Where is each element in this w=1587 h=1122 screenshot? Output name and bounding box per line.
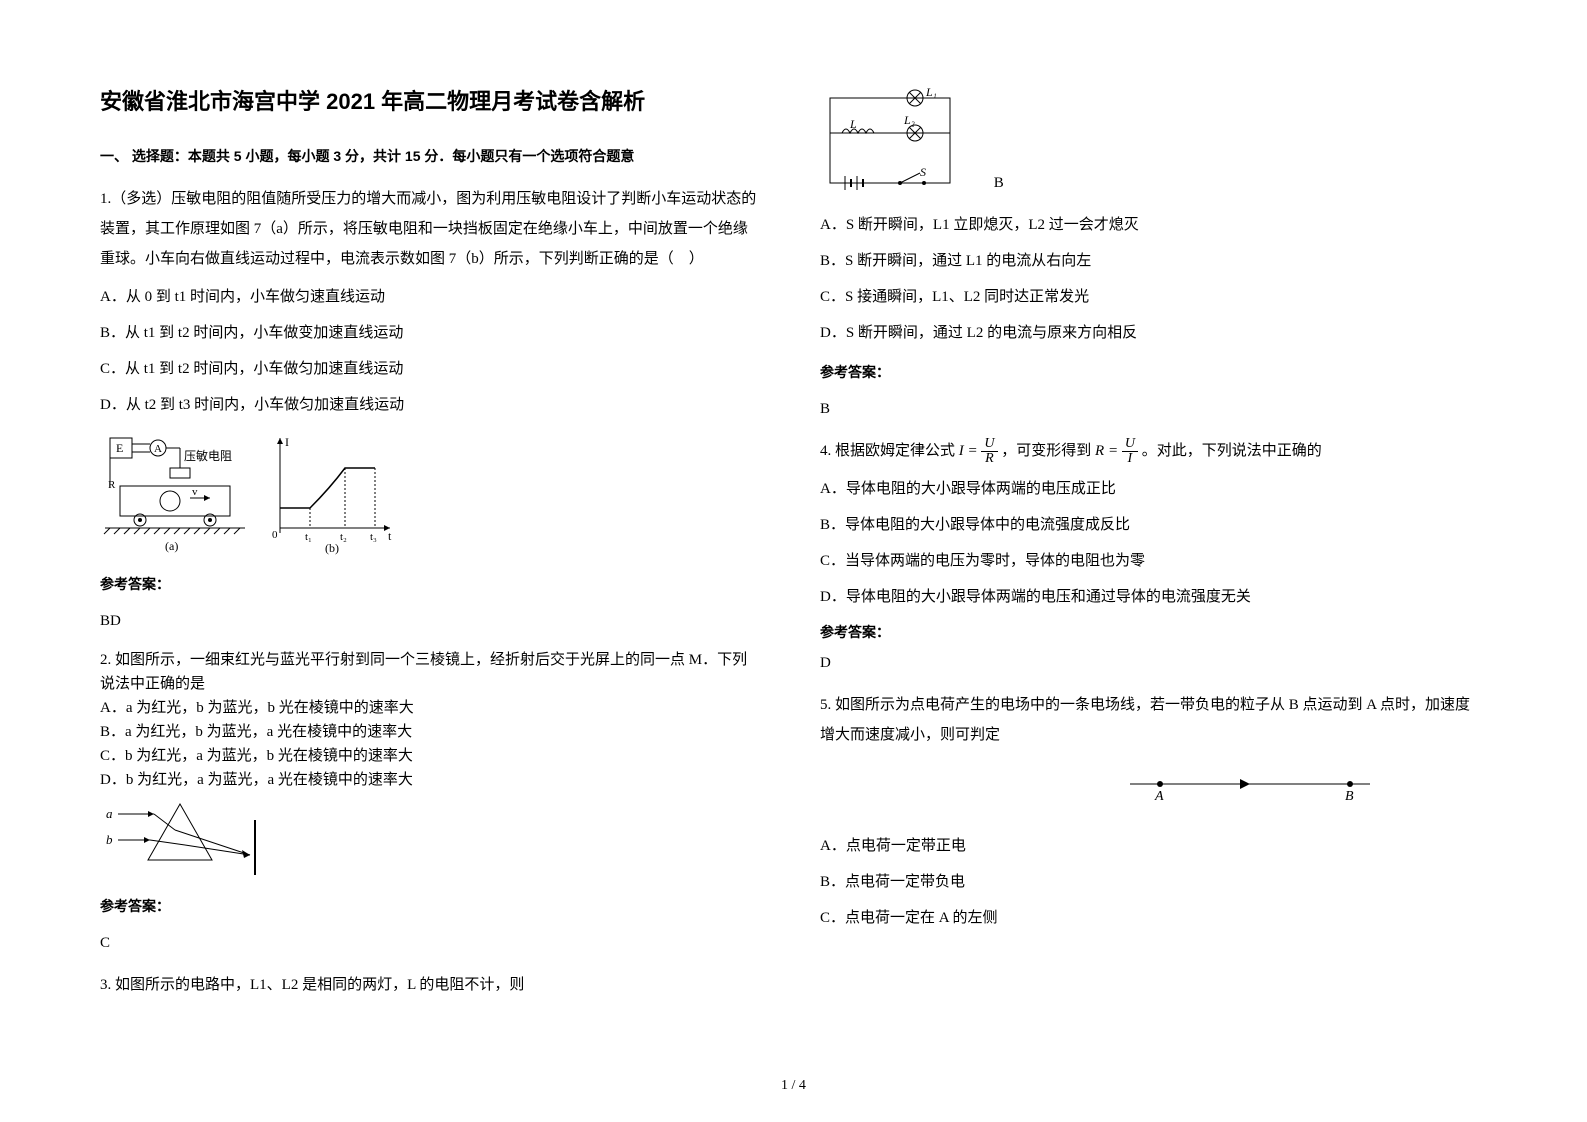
svg-text:(a): (a) xyxy=(165,539,178,553)
section-heading: 一、 选择题：本题共 5 小题，每小题 3 分，共计 15 分．每小题只有一个选… xyxy=(100,142,760,170)
ohm-formula-2: R = UI xyxy=(1095,443,1142,459)
svg-text:t₃: t₃ xyxy=(370,531,377,543)
q1-opt-a: A．从 0 到 t1 时间内，小车做匀速直线运动 xyxy=(100,282,760,312)
q1-opt-b: B．从 t1 到 t2 时间内，小车做变加速直线运动 xyxy=(100,318,760,348)
q3-figure: L₁ L L₂ xyxy=(820,88,1480,198)
q1-answer: BD xyxy=(100,606,760,636)
q5-stem: 5. 如图所示为点电荷产生的电场中的一条电场线，若一带负电的粒子从 B 点运动到… xyxy=(820,690,1480,750)
svg-text:I: I xyxy=(285,435,289,449)
q4-stem-post: 。对此，下列说法中正确的 xyxy=(1142,443,1322,459)
answer-label: 参考答案： xyxy=(820,624,890,640)
svg-text:E: E xyxy=(116,441,123,455)
left-column: 安徽省淮北市海宫中学 2021 年高二物理月考试卷含解析 一、 选择题：本题共 … xyxy=(100,80,760,1008)
svg-text:A: A xyxy=(1154,789,1164,802)
q4-stem: 4. 根据欧姆定律公式 I = UR ，可变形得到 R = UI 。对此，下列说… xyxy=(820,436,1480,466)
exam-title: 安徽省淮北市海宫中学 2021 年高二物理月考试卷含解析 xyxy=(100,80,760,124)
q5-opt-a: A．点电荷一定带正电 xyxy=(820,831,1480,861)
answer-label: 参考答案： xyxy=(100,892,760,920)
svg-text:L₁: L₁ xyxy=(925,88,937,99)
circuit-cart-diagram-icon: E A 压敏电阻 R v xyxy=(100,428,400,558)
q4-opt-c: C．当导体两端的电压为零时，导体的电阻也为零 xyxy=(820,546,1480,576)
q3-stem: 3. 如图所示的电路中，L1、L2 是相同的两灯，L 的电阻不计，则 xyxy=(100,970,760,1000)
q1-stem: 1.（多选）压敏电阻的阻值随所受压力的增大而减小，图为利用压敏电阻设计了判断小车… xyxy=(100,184,760,274)
q1-opt-c: C．从 t1 到 t2 时间内，小车做匀加速直线运动 xyxy=(100,354,760,384)
q4-answer: D xyxy=(820,648,1480,678)
q2-figure: a b xyxy=(100,800,760,880)
svg-text:b: b xyxy=(106,832,113,847)
q3-opt-c: C．S 接通瞬间，L1、L2 同时达正常发光 xyxy=(820,282,1480,312)
svg-text:(b): (b) xyxy=(325,541,339,555)
svg-text:压敏电阻: 压敏电阻 xyxy=(184,448,232,463)
ohm-formula-1: I = UR xyxy=(959,443,1002,459)
q1-opt-d: D．从 t2 到 t3 时间内，小车做匀加速直线运动 xyxy=(100,390,760,420)
q4-stem-mid: ，可变形得到 xyxy=(1001,443,1095,459)
page-number: 1 / 4 xyxy=(0,1078,1587,1094)
svg-text:S: S xyxy=(920,165,926,179)
q3-opt-b: B．S 断开瞬间，通过 L1 的电流从右向左 xyxy=(820,246,1480,276)
svg-text:t: t xyxy=(388,529,392,543)
inductor-lamp-circuit-icon: L₁ L L₂ xyxy=(820,88,990,198)
q3-opt-a: A．S 断开瞬间，L1 立即熄灭，L2 过一会才熄灭 xyxy=(820,210,1480,240)
q2-opt-b: B．a 为红光，b 为蓝光，a 光在棱镜中的速率大 xyxy=(100,720,760,744)
figure-label-b: B xyxy=(994,175,1004,191)
svg-text:0: 0 xyxy=(272,529,278,541)
q2-opt-c: C．b 为红光，a 为蓝光，b 光在棱镜中的速率大 xyxy=(100,744,760,768)
svg-text:t₂: t₂ xyxy=(340,531,347,543)
right-column: L₁ L L₂ xyxy=(820,80,1480,1008)
answer-label: 参考答案： xyxy=(820,358,1480,386)
svg-text:B: B xyxy=(1345,789,1354,802)
svg-text:a: a xyxy=(106,806,113,821)
svg-text:A: A xyxy=(154,443,162,455)
q4-opt-d: D．导体电阻的大小跟导体两端的电压和通过导体的电流强度无关 xyxy=(820,582,1480,612)
q1-figure: E A 压敏电阻 R v xyxy=(100,428,760,558)
q4-stem-pre: 4. 根据欧姆定律公式 xyxy=(820,443,959,459)
prism-diagram-icon: a b xyxy=(100,800,270,880)
page: 安徽省淮北市海宫中学 2021 年高二物理月考试卷含解析 一、 选择题：本题共 … xyxy=(0,0,1587,1048)
answer-label: 参考答案： xyxy=(100,570,760,598)
q2-stem: 2. 如图所示，一细束红光与蓝光平行射到同一个三棱镜上，经折射后交于光屏上的同一… xyxy=(100,648,760,696)
q5-figure: A B xyxy=(1120,768,1480,813)
q2-answer: C xyxy=(100,928,760,958)
field-line-diagram-icon: A B xyxy=(1120,768,1380,802)
q4-opt-b: B．导体电阻的大小跟导体中的电流强度成反比 xyxy=(820,510,1480,540)
q5-opt-c: C．点电荷一定在 A 的左侧 xyxy=(820,903,1480,933)
q5-opt-b: B．点电荷一定带负电 xyxy=(820,867,1480,897)
q4-opt-a: A．导体电阻的大小跟导体两端的电压成正比 xyxy=(820,474,1480,504)
svg-text:L₂: L₂ xyxy=(903,113,915,127)
svg-text:t₁: t₁ xyxy=(305,531,312,543)
q3-answer: B xyxy=(820,394,1480,424)
q2-block: 2. 如图所示，一细束红光与蓝光平行射到同一个三棱镜上，经折射后交于光屏上的同一… xyxy=(100,648,760,792)
q3-opt-d: D．S 断开瞬间，通过 L2 的电流与原来方向相反 xyxy=(820,318,1480,348)
svg-text:R: R xyxy=(108,479,116,491)
q2-opt-a: A．a 为红光，b 为蓝光，b 光在棱镜中的速率大 xyxy=(100,696,760,720)
svg-text:v: v xyxy=(192,486,198,498)
q2-opt-d: D．b 为红光，a 为蓝光，a 光在棱镜中的速率大 xyxy=(100,768,760,792)
q4-answer-row: 参考答案： xyxy=(820,618,1480,648)
